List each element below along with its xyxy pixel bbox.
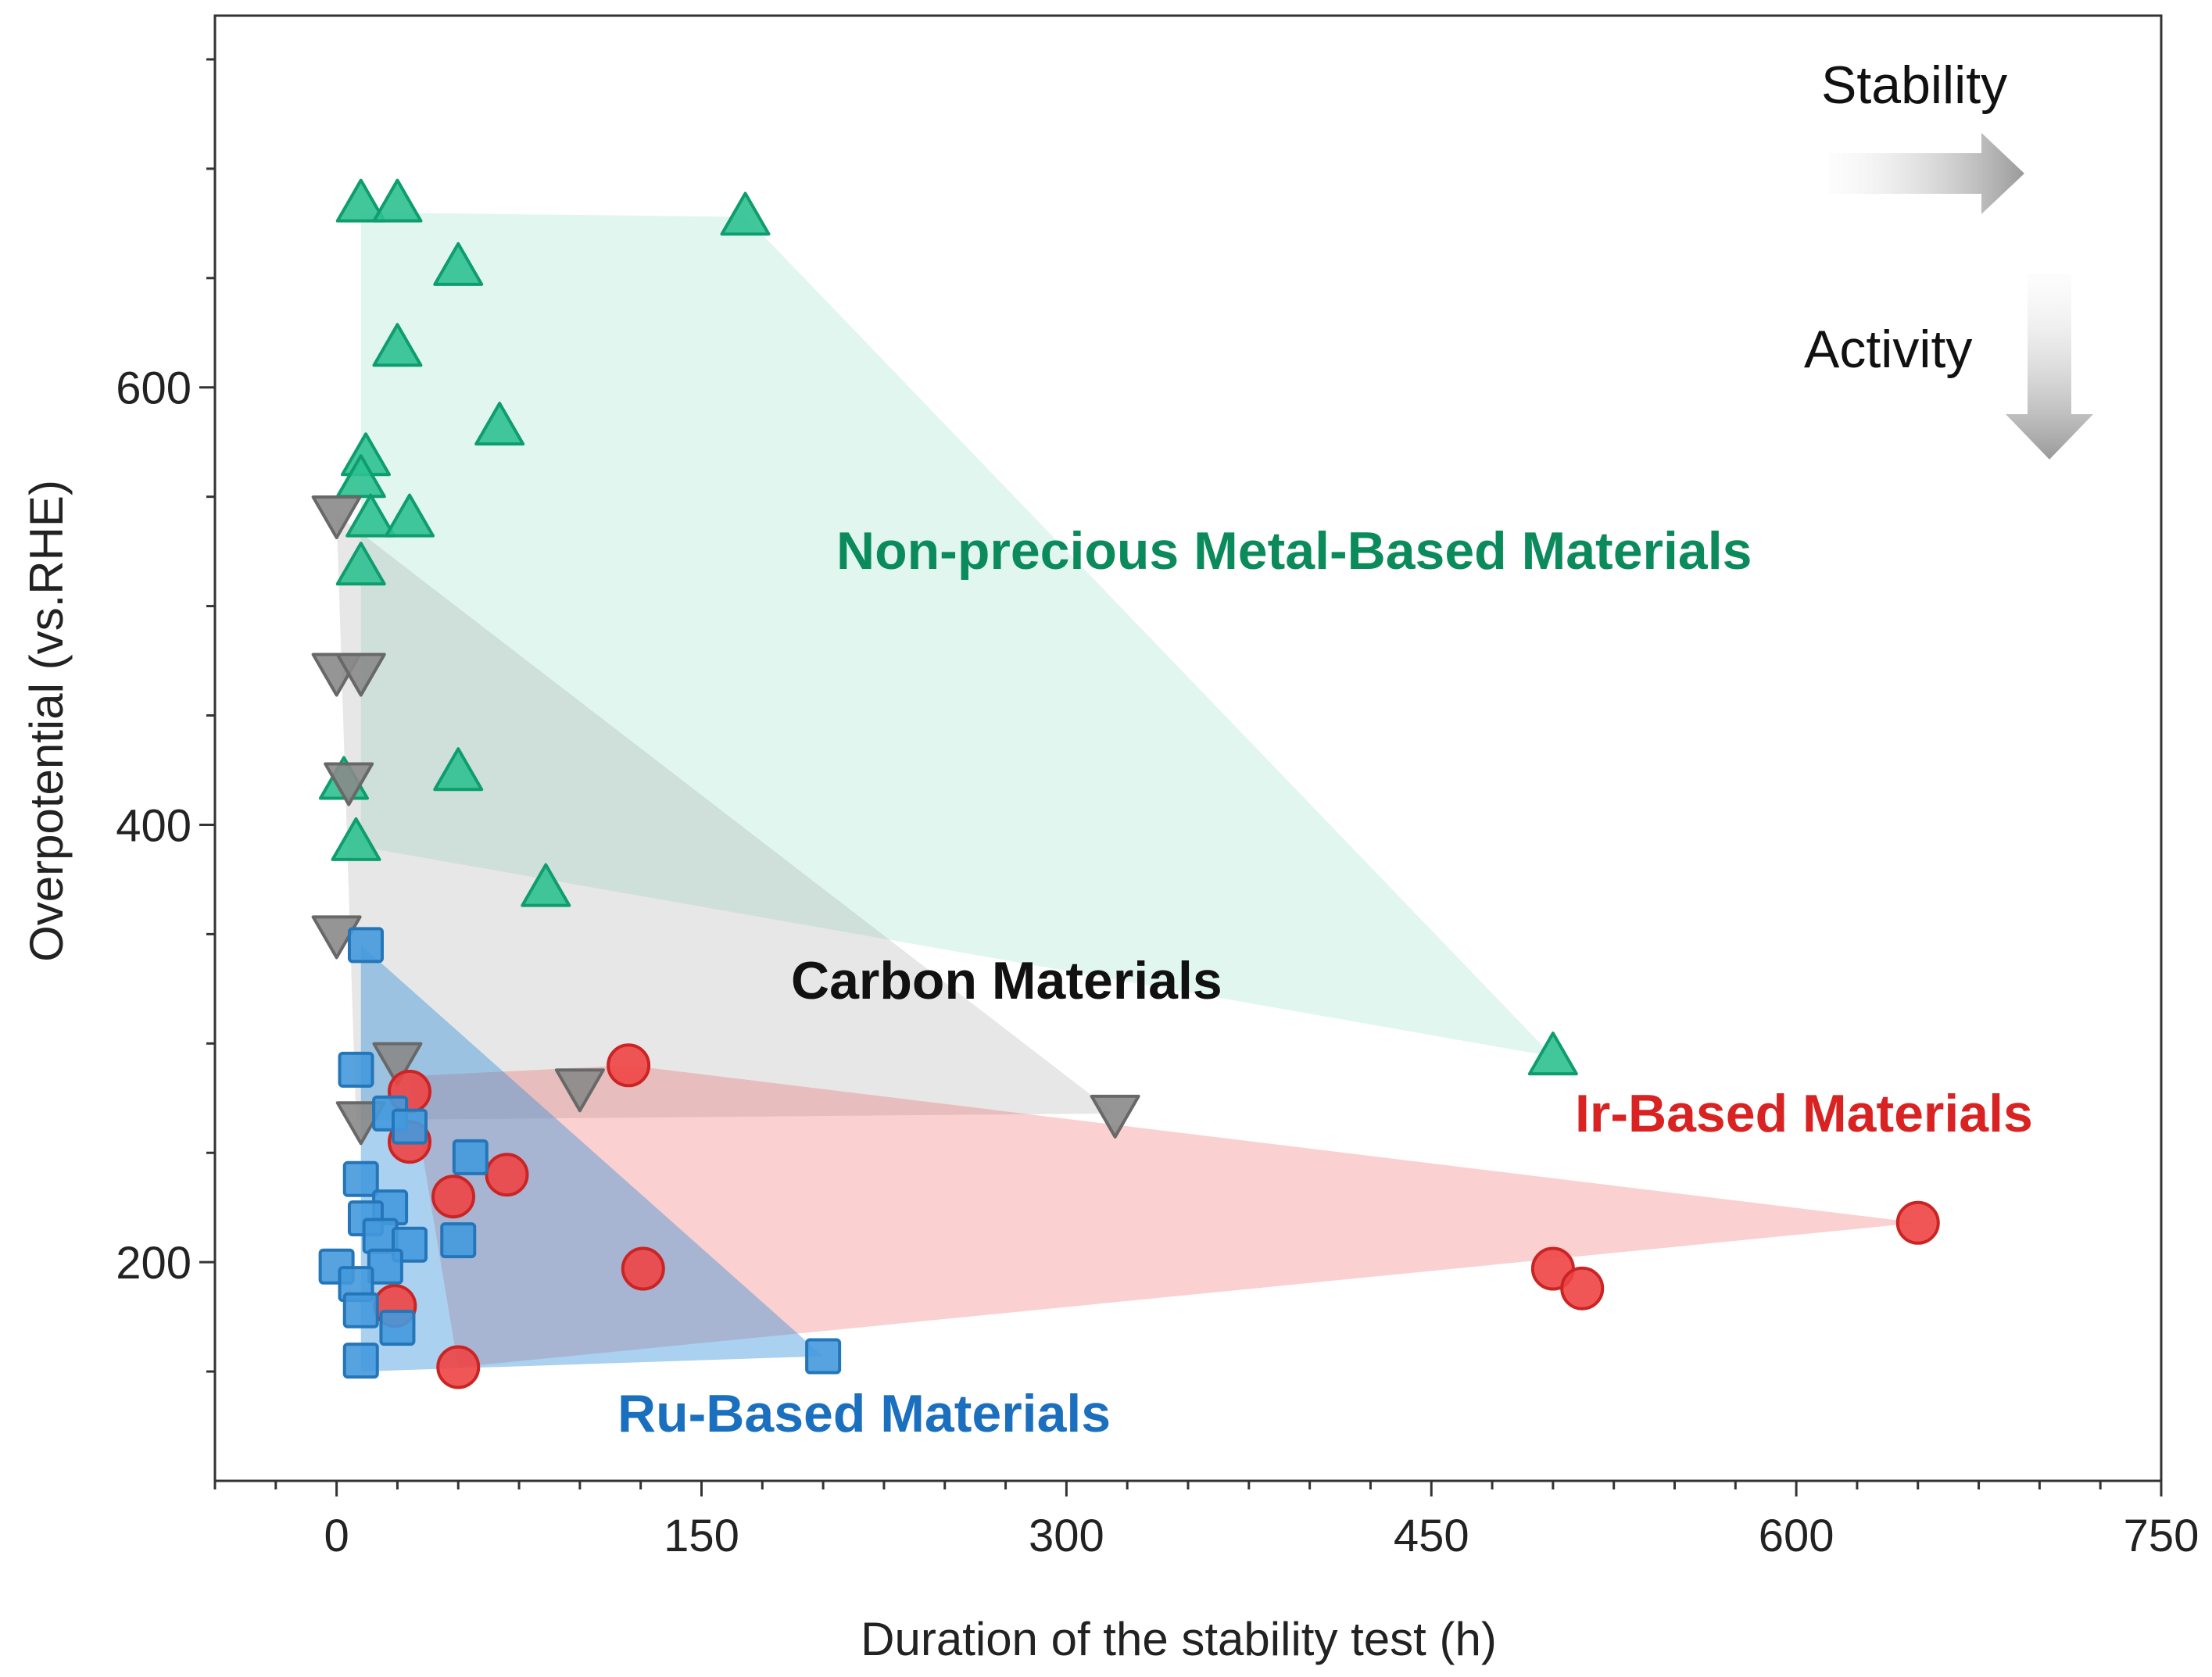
x-tick-label: 600 xyxy=(1759,1511,1834,1561)
group-labels: Non-precious Metal-Based Materials Carbo… xyxy=(617,521,2033,1443)
axes: 0 150 300 450 600 750 200 400 600 Duration of the… xyxy=(20,14,2199,1665)
point-ru-based-materials xyxy=(392,1108,428,1145)
region-ru-based-materials xyxy=(360,945,824,1372)
group-regions xyxy=(336,212,1918,1372)
point-non-precious-metal-based-materials xyxy=(372,323,423,367)
region-ir-based-materials xyxy=(410,1065,1918,1368)
point-ir-based-materials xyxy=(1560,1266,1605,1310)
region-carbon-materials xyxy=(336,514,1115,1121)
point-non-precious-metal-based-materials xyxy=(385,493,435,538)
data-points xyxy=(311,178,1940,1389)
point-ru-based-materials xyxy=(342,1292,379,1328)
point-non-precious-metal-based-materials xyxy=(433,241,484,286)
label-ir-based-materials: Ir-Based Materials xyxy=(1575,1084,2033,1143)
point-ir-based-materials xyxy=(621,1246,665,1291)
point-ir-based-materials xyxy=(431,1175,476,1219)
label-non-precious-metal: Non-precious Metal-Based Materials xyxy=(836,521,1752,581)
point-non-precious-metal-based-materials xyxy=(1527,1032,1578,1076)
point-non-precious-metal-based-materials xyxy=(521,863,571,907)
point-ru-based-materials xyxy=(440,1222,477,1259)
x-tick-label: 450 xyxy=(1394,1511,1469,1561)
point-non-precious-metal-based-materials xyxy=(720,191,771,236)
point-carbon-materials xyxy=(554,1068,605,1113)
point-ru-based-materials xyxy=(379,1310,416,1346)
point-carbon-materials xyxy=(311,495,362,540)
activity-arrow-icon xyxy=(2006,274,2093,459)
stability-hint: Stability xyxy=(1821,55,2024,214)
label-carbon-materials: Carbon Materials xyxy=(791,951,1222,1010)
x-tick-label: 750 xyxy=(2124,1511,2199,1561)
point-ru-based-materials xyxy=(342,1160,379,1197)
point-ir-based-materials xyxy=(607,1043,651,1088)
y-tick-label: 200 xyxy=(116,1238,191,1289)
y-tick-label: 600 xyxy=(116,363,191,414)
point-non-precious-metal-based-materials xyxy=(433,747,484,792)
point-non-precious-metal-based-materials xyxy=(372,178,423,223)
x-tick-label: 150 xyxy=(664,1511,739,1561)
point-carbon-materials xyxy=(1090,1094,1140,1139)
y-tick-label: 400 xyxy=(116,800,191,851)
point-non-precious-metal-based-materials xyxy=(474,402,525,446)
x-tick-label: 300 xyxy=(1029,1511,1104,1561)
label-ru-based-materials: Ru-Based Materials xyxy=(617,1384,1111,1443)
region-non-precious-metal-based-materials xyxy=(360,212,1553,1057)
point-carbon-materials xyxy=(372,1042,423,1086)
point-non-precious-metal-based-materials xyxy=(345,493,396,538)
point-carbon-materials xyxy=(335,653,386,697)
point-carbon-materials xyxy=(324,762,374,806)
x-axis-title: Duration of the stability test (h) xyxy=(861,1613,1497,1665)
stability-arrow-icon xyxy=(1829,133,2024,214)
activity-hint: Activity xyxy=(1804,274,2093,459)
x-tick-label: 0 xyxy=(324,1511,349,1561)
activity-label: Activity xyxy=(1804,320,1972,379)
point-non-precious-metal-based-materials xyxy=(335,542,386,586)
point-ir-based-materials xyxy=(1895,1200,1940,1245)
point-ir-based-materials xyxy=(436,1345,481,1389)
point-non-precious-metal-based-materials xyxy=(331,817,381,861)
point-non-precious-metal-based-materials xyxy=(335,178,386,223)
y-axis-title: Overpotential (vs.RHE) xyxy=(20,480,73,962)
point-ru-based-materials xyxy=(347,927,384,964)
stability-label: Stability xyxy=(1821,55,2007,115)
point-ru-based-materials xyxy=(338,1051,374,1088)
point-ir-based-materials xyxy=(485,1153,529,1197)
point-ru-based-materials xyxy=(805,1338,842,1375)
point-ru-based-materials xyxy=(342,1343,379,1379)
point-ru-based-materials xyxy=(452,1139,489,1175)
